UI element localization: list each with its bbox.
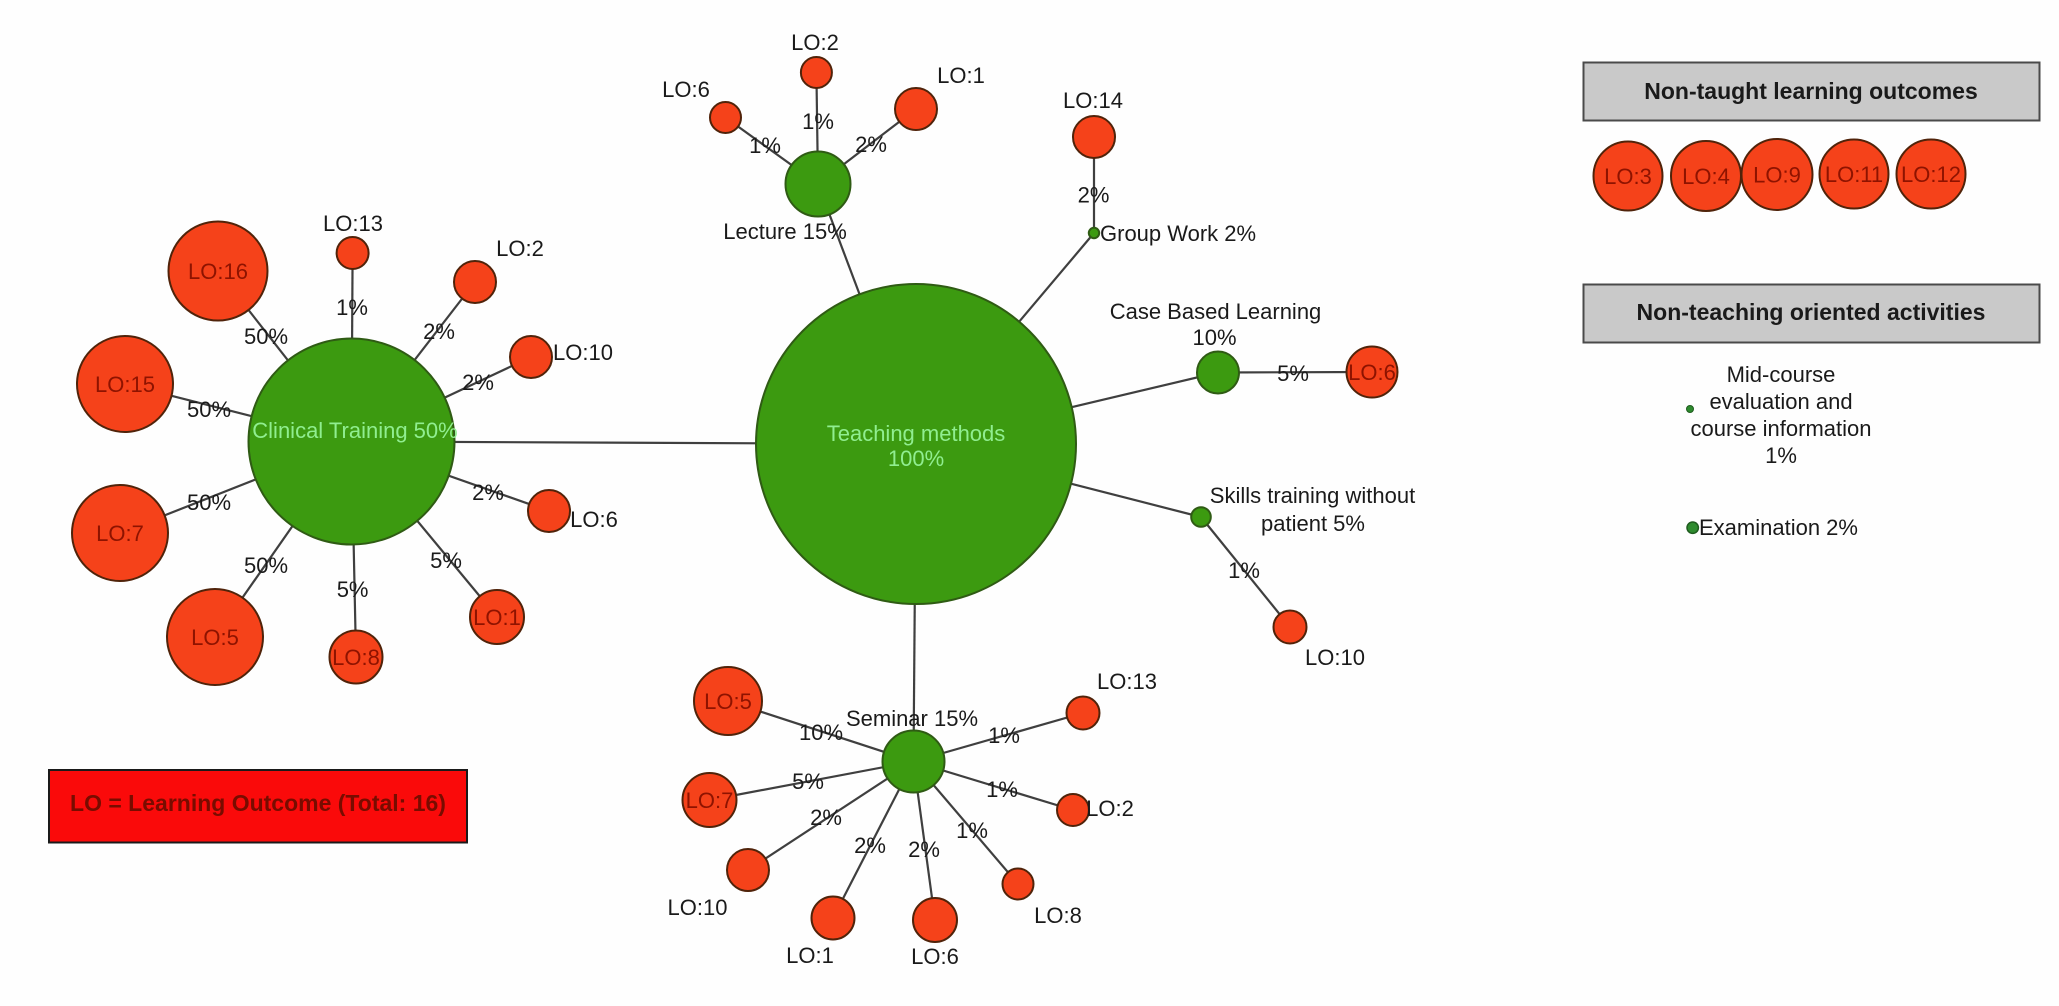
svg-text:LO:1: LO:1 [473,605,521,630]
svg-text:50%: 50% [244,553,288,578]
svg-text:LO:7: LO:7 [96,521,144,546]
svg-text:course information: course information [1691,416,1872,441]
svg-text:Non-taught learning outcomes: Non-taught learning outcomes [1644,78,1978,104]
svg-text:10%: 10% [1192,325,1236,350]
svg-text:Lecture 15%: Lecture 15% [723,219,847,244]
svg-text:LO:13: LO:13 [323,211,383,236]
svg-text:100%: 100% [888,446,944,471]
svg-text:Clinical Training 50%: Clinical Training 50% [252,418,457,443]
svg-text:LO:1: LO:1 [786,943,834,968]
svg-text:1%: 1% [986,777,1018,802]
svg-text:LO:8: LO:8 [1034,903,1082,928]
svg-text:2%: 2% [462,370,494,395]
svg-text:LO:8: LO:8 [332,645,380,670]
svg-text:5%: 5% [792,769,824,794]
svg-text:5%: 5% [430,548,462,573]
svg-text:2%: 2% [908,837,940,862]
svg-text:50%: 50% [187,490,231,515]
svg-text:LO:1: LO:1 [937,63,985,88]
svg-text:LO:2: LO:2 [791,30,839,55]
svg-text:LO:6: LO:6 [1348,360,1396,385]
svg-text:2%: 2% [810,805,842,830]
svg-text:1%: 1% [1228,558,1260,583]
svg-text:patient 5%: patient 5% [1261,511,1365,536]
svg-text:5%: 5% [337,577,369,602]
svg-text:LO:6: LO:6 [911,944,959,969]
svg-text:1%: 1% [988,723,1020,748]
svg-text:LO = Learning Outcome (Total:: LO = Learning Outcome (Total: 16) [70,790,446,816]
svg-text:LO:3: LO:3 [1604,164,1652,189]
svg-text:50%: 50% [187,397,231,422]
svg-text:Teaching methods: Teaching methods [827,421,1006,446]
svg-text:LO:4: LO:4 [1682,164,1730,189]
svg-text:2%: 2% [1078,183,1110,208]
svg-text:2%: 2% [423,319,455,344]
svg-text:LO:10: LO:10 [1305,645,1365,670]
svg-text:LO:12: LO:12 [1901,162,1961,187]
svg-text:LO:2: LO:2 [1086,796,1134,821]
svg-text:LO:16: LO:16 [188,259,248,284]
svg-text:LO:2: LO:2 [496,236,544,261]
svg-text:Examination 2%: Examination 2% [1699,515,1858,540]
svg-text:1%: 1% [336,295,368,320]
svg-text:Case Based Learning: Case Based Learning [1110,299,1322,324]
svg-text:1%: 1% [802,109,834,134]
svg-text:LO:5: LO:5 [704,689,752,714]
svg-text:LO:7: LO:7 [686,788,734,813]
svg-text:2%: 2% [854,833,886,858]
svg-text:Non-teaching oriented activiti: Non-teaching oriented activities [1637,299,1986,325]
svg-text:1%: 1% [749,133,781,158]
svg-text:Seminar 15%: Seminar 15% [846,706,978,731]
svg-text:1%: 1% [956,818,988,843]
svg-text:LO:6: LO:6 [662,77,710,102]
svg-text:LO:6: LO:6 [570,507,618,532]
svg-text:2%: 2% [472,480,504,505]
svg-text:LO:13: LO:13 [1097,669,1157,694]
svg-text:1%: 1% [1765,443,1797,468]
svg-text:LO:14: LO:14 [1063,88,1123,113]
svg-text:Skills training without: Skills training without [1210,483,1415,508]
svg-text:5%: 5% [1277,361,1309,386]
svg-text:evaluation and: evaluation and [1709,389,1852,414]
svg-text:Group Work 2%: Group Work 2% [1100,221,1256,246]
svg-text:2%: 2% [855,132,887,157]
svg-text:LO:10: LO:10 [553,340,613,365]
svg-text:LO:9: LO:9 [1753,163,1801,188]
svg-text:LO:10: LO:10 [668,895,728,920]
svg-text:LO:5: LO:5 [191,625,239,650]
svg-text:10%: 10% [799,720,843,745]
svg-text:50%: 50% [244,324,288,349]
svg-text:LO:11: LO:11 [1825,162,1883,187]
svg-text:Mid-course: Mid-course [1727,362,1836,387]
svg-text:LO:15: LO:15 [95,372,155,397]
